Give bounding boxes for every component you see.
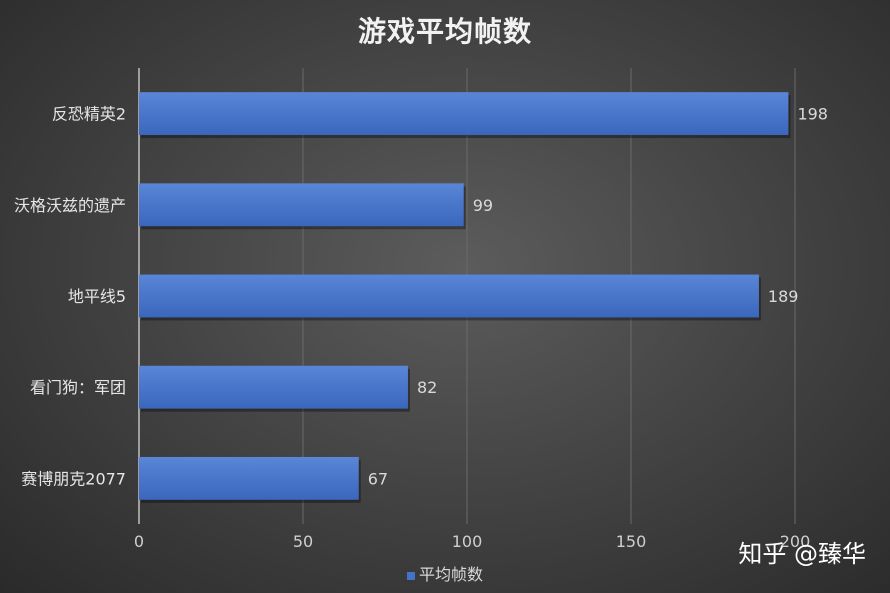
x-tick-label: 150 <box>616 532 647 551</box>
data-label: 198 <box>797 105 828 124</box>
x-tick-label: 50 <box>293 532 313 551</box>
x-tick-label: 100 <box>452 532 483 551</box>
y-tick-label: 看门狗：军团 <box>30 378 126 397</box>
y-tick-label: 地平线5 <box>68 287 126 306</box>
x-tick-label: 200 <box>780 532 811 551</box>
y-tick-label: 赛博朋克2077 <box>21 469 126 488</box>
legend-swatch <box>406 571 415 580</box>
chart-title: 游戏平均帧数 <box>357 15 532 48</box>
bar <box>139 274 759 318</box>
data-label: 99 <box>473 196 493 215</box>
y-tick-label: 反恐精英2 <box>52 105 126 124</box>
watermark: 知乎 @臻华 <box>738 540 866 568</box>
bar <box>139 92 789 136</box>
bar <box>139 183 464 227</box>
data-label: 82 <box>417 378 437 397</box>
y-tick-label: 沃格沃兹的遗产 <box>14 196 126 215</box>
legend-label: 平均帧数 <box>418 565 483 584</box>
bar <box>139 365 408 409</box>
data-label: 67 <box>368 469 388 488</box>
bar <box>139 456 359 500</box>
x-tick-label: 0 <box>134 532 144 551</box>
legend: 平均帧数 <box>0 561 890 585</box>
data-label: 189 <box>768 287 799 306</box>
